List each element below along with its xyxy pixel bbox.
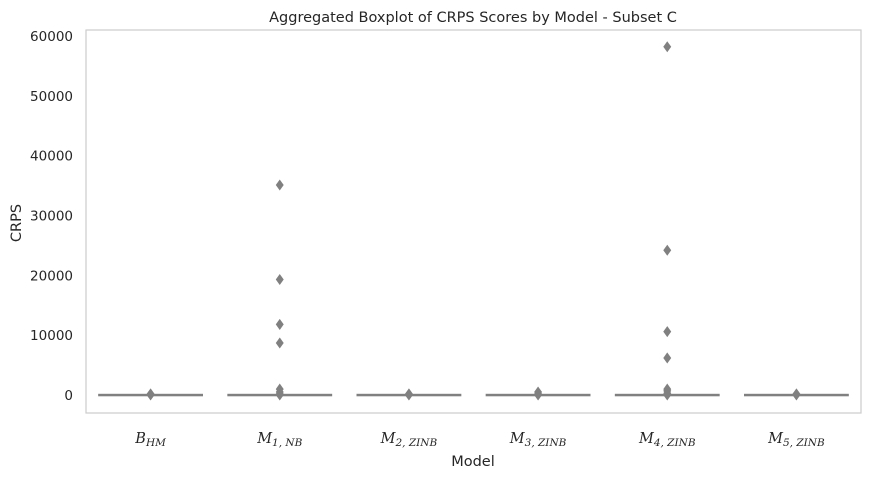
x-tick-label: BHM (134, 431, 166, 449)
box-group (356, 388, 462, 401)
x-axis-label: Model (451, 454, 495, 470)
y-tick-label: 20000 (30, 268, 73, 284)
x-tick-label: M3, ZINB (509, 431, 567, 449)
box-group (227, 179, 333, 401)
outlier-point (275, 383, 284, 395)
x-axis-ticks: BHM M1, NB M2, ZINB M3, ZINB M4, ZINB M5, ZIN… (134, 431, 825, 449)
outlier-point (534, 386, 543, 398)
x-tick-label: M1, NB (256, 431, 302, 449)
outlier-point (792, 388, 801, 400)
x-tick-label: M5, ZINB (767, 431, 825, 449)
y-axis-label: CRPS (9, 204, 25, 242)
outlier-point (275, 318, 284, 330)
x-tick-label: M4, ZINB (638, 431, 696, 449)
box-group (485, 386, 591, 401)
outlier-point (275, 337, 284, 349)
outlier-point (663, 326, 672, 338)
y-tick-label: 40000 (30, 149, 73, 165)
plot-area (85, 29, 862, 414)
outlier-point (663, 244, 672, 256)
outlier-point (275, 179, 284, 191)
outlier-point (663, 383, 672, 395)
box-group (98, 388, 203, 401)
outlier-point (146, 388, 155, 400)
y-tick-label: 0 (64, 388, 73, 404)
outlier-point (663, 41, 672, 53)
outlier-point (404, 388, 413, 400)
outlier-point (663, 352, 672, 364)
chart-title: Aggregated Boxplot of CRPS Scores by Mod… (269, 10, 677, 26)
y-tick-label: 10000 (30, 328, 73, 344)
y-axis-ticks: 0 10000 20000 30000 40000 50000 60000 (30, 29, 73, 404)
y-tick-label: 60000 (30, 29, 73, 45)
axes-frame (85, 29, 862, 414)
box-group (614, 41, 720, 401)
y-tick-label: 30000 (30, 209, 73, 225)
x-tick-label: M2, ZINB (380, 431, 438, 449)
box-group (744, 388, 849, 401)
y-tick-label: 50000 (30, 89, 73, 105)
outlier-point (275, 274, 284, 286)
